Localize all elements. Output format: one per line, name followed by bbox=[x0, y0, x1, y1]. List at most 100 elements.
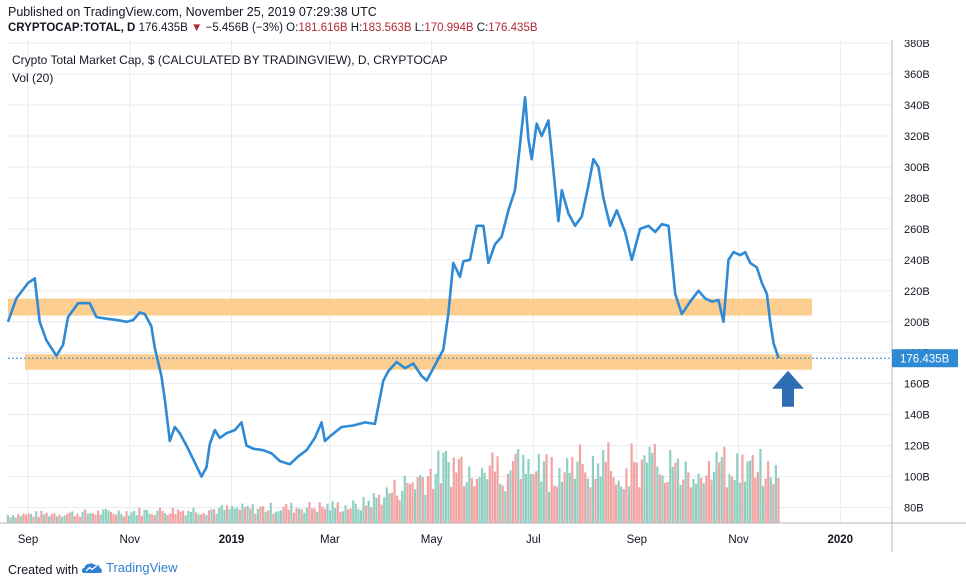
volume-bar bbox=[617, 480, 620, 523]
volume-bar bbox=[478, 476, 481, 523]
volume-bar bbox=[223, 509, 226, 523]
volume-bar bbox=[346, 509, 350, 523]
volume-bar bbox=[182, 510, 185, 523]
volume-bar bbox=[560, 481, 564, 523]
volume-bar bbox=[769, 477, 772, 523]
volume-bar bbox=[697, 473, 700, 523]
volume-bar bbox=[756, 471, 759, 523]
volume-bar bbox=[130, 512, 133, 523]
volume-bar bbox=[63, 515, 66, 523]
volume-bar bbox=[352, 500, 355, 523]
volume-bar bbox=[635, 462, 638, 523]
volume-bar bbox=[486, 479, 489, 523]
volume-bar bbox=[158, 507, 162, 523]
volume-bar bbox=[125, 511, 128, 523]
volume-bar bbox=[122, 516, 125, 523]
volume-bar bbox=[313, 508, 316, 523]
volume-bar bbox=[251, 504, 254, 523]
volume-bar bbox=[383, 497, 386, 523]
volume-bar bbox=[153, 515, 156, 523]
volume-bar bbox=[488, 465, 491, 523]
y-tick-label: 280B bbox=[904, 193, 930, 205]
volume-bar bbox=[78, 516, 82, 523]
volume-bar bbox=[589, 487, 592, 523]
volume-bar bbox=[625, 468, 628, 523]
volume-bar bbox=[388, 493, 391, 523]
change-value: −5.456B (−3%) bbox=[205, 22, 283, 34]
volume-bar bbox=[334, 508, 337, 523]
y-tick-label: 120B bbox=[904, 441, 930, 453]
volume-bar bbox=[692, 478, 695, 523]
price-chart[interactable]: 80B100B120B140B160B180B200B220B240B260B2… bbox=[0, 40, 966, 552]
volume-bar bbox=[117, 510, 120, 523]
volume-bar bbox=[236, 507, 239, 523]
volume-bar bbox=[339, 511, 342, 523]
volume-bar bbox=[499, 483, 502, 523]
volume-bar bbox=[540, 481, 543, 523]
x-tick-label: Sep bbox=[627, 534, 647, 546]
volume-bar bbox=[274, 511, 278, 523]
volume-bar bbox=[326, 503, 329, 523]
volume-bar bbox=[151, 514, 154, 523]
volume-bar bbox=[48, 516, 51, 523]
close-value: 176.435B bbox=[488, 22, 538, 34]
volume-bar bbox=[254, 513, 257, 523]
volume-bar bbox=[447, 462, 450, 523]
volume-bar bbox=[468, 466, 471, 523]
volume-bar bbox=[576, 461, 579, 523]
volume-bar bbox=[367, 500, 370, 523]
volume-bar bbox=[71, 511, 74, 523]
volume-bar bbox=[336, 502, 339, 523]
volume-bar bbox=[444, 450, 448, 523]
volume-bar bbox=[194, 512, 198, 523]
volume-bar bbox=[627, 486, 631, 523]
volume-bar bbox=[189, 511, 192, 523]
volume-bar bbox=[491, 452, 494, 523]
volume-bar bbox=[465, 482, 468, 523]
volume-bar bbox=[772, 484, 775, 523]
volume-bar bbox=[749, 460, 752, 523]
volume-bar bbox=[496, 456, 499, 523]
support-zone bbox=[25, 354, 812, 370]
volume-bar bbox=[571, 457, 574, 523]
volume-bar bbox=[359, 510, 363, 523]
volume-bar bbox=[295, 507, 298, 523]
low-value: 170.994B bbox=[424, 22, 474, 34]
volume-bar bbox=[53, 513, 56, 523]
volume-bar bbox=[212, 509, 216, 523]
symbol-label[interactable]: CRYPTOCAP:TOTAL, D bbox=[8, 22, 136, 34]
volume-bar bbox=[19, 516, 22, 523]
x-tick-label: Sep bbox=[18, 534, 38, 546]
volume-bar bbox=[728, 474, 731, 523]
volume-bar bbox=[148, 513, 151, 523]
volume-bar bbox=[323, 508, 326, 523]
volume-bar bbox=[522, 454, 525, 523]
tradingview-cloud-icon bbox=[82, 562, 102, 573]
high-label: H: bbox=[350, 22, 363, 34]
volume-bar bbox=[140, 515, 144, 523]
volume-bar bbox=[658, 474, 662, 523]
volume-bar bbox=[553, 485, 556, 523]
volume-bar bbox=[679, 484, 682, 523]
y-tick-label: 220B bbox=[904, 286, 930, 298]
volume-bar bbox=[99, 514, 102, 523]
tradingview-logo[interactable]: TradingView bbox=[82, 560, 178, 575]
volume-bar bbox=[501, 485, 504, 523]
volume-bar bbox=[682, 479, 685, 523]
y-tick-label: 140B bbox=[904, 410, 930, 422]
volume-bar bbox=[308, 502, 311, 523]
volume-bar bbox=[73, 516, 77, 523]
volume-bar bbox=[462, 486, 466, 523]
volume-bar bbox=[612, 477, 615, 523]
volume-bar bbox=[406, 482, 409, 523]
volume-bar bbox=[187, 510, 190, 523]
volume-bar bbox=[264, 511, 267, 523]
volume-bar bbox=[761, 485, 765, 523]
volume-indicator-label[interactable]: Vol (20) bbox=[12, 71, 54, 85]
volume-bar bbox=[261, 506, 265, 523]
volume-bar bbox=[450, 486, 453, 523]
volume-bar bbox=[493, 471, 497, 523]
volume-bar bbox=[663, 482, 667, 523]
volume-bar bbox=[300, 509, 303, 523]
volume-bar bbox=[66, 513, 69, 523]
